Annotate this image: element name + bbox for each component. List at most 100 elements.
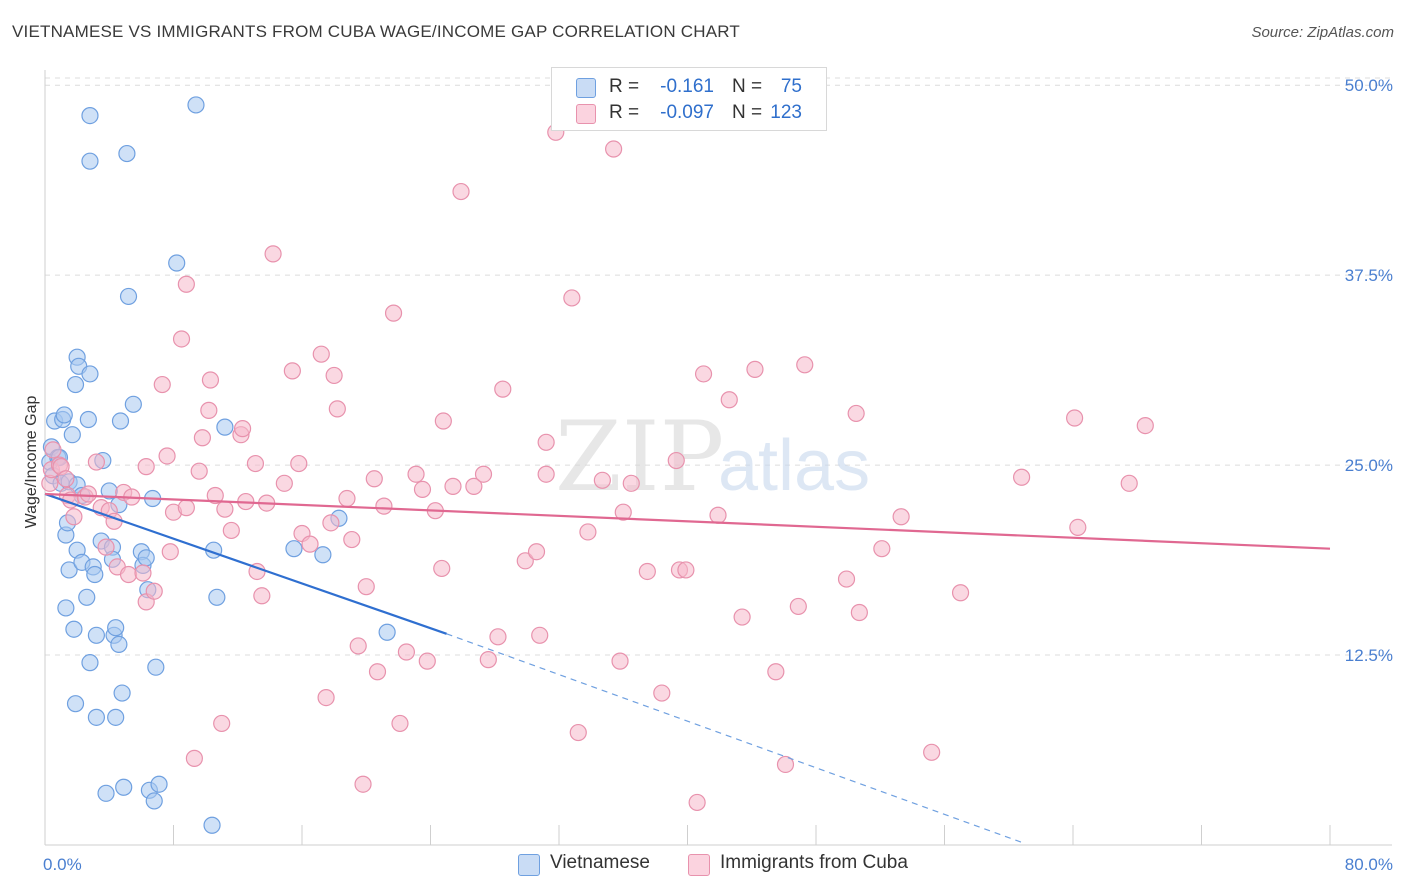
point-cuba	[444, 477, 462, 495]
r-value: -0.097	[660, 102, 714, 123]
point-cuba	[301, 535, 319, 553]
point-cuba	[733, 608, 751, 626]
legend-swatch-vietnamese	[576, 78, 596, 98]
point-cuba	[796, 356, 814, 374]
point-vietnamese	[86, 565, 104, 584]
trend-lines	[44, 492, 1331, 845]
point-cuba	[694, 365, 713, 383]
n-label: N =	[732, 102, 763, 123]
point-vietnamese	[79, 410, 97, 429]
point-cuba	[253, 587, 271, 605]
point-vietnamese	[81, 152, 99, 170]
point-vietnamese	[208, 588, 226, 606]
x-tick-label: 0.0%	[43, 855, 82, 874]
point-vietnamese	[55, 406, 73, 424]
point-cuba	[593, 471, 611, 489]
point-vietnamese	[57, 599, 75, 617]
point-cuba	[923, 743, 941, 761]
point-cuba	[433, 559, 451, 578]
point-cuba	[134, 564, 152, 582]
point-cuba	[44, 441, 62, 459]
y-tick-label: 25.0%	[1345, 456, 1393, 475]
point-cuba	[201, 371, 220, 389]
point-cuba	[1136, 416, 1154, 435]
point-vietnamese	[137, 549, 155, 567]
y-tick-label: 12.5%	[1345, 646, 1393, 665]
point-cuba	[622, 474, 640, 492]
point-cuba	[611, 652, 629, 670]
bottom-swatch-vietnamese	[518, 854, 540, 876]
point-cuba	[65, 508, 83, 526]
point-cuba	[137, 458, 155, 476]
point-vietnamese	[216, 418, 234, 436]
trend-line-vietnamese-extension	[446, 633, 1026, 845]
point-cuba	[847, 404, 865, 423]
point-cuba	[119, 565, 138, 584]
point-cuba	[354, 775, 372, 793]
point-vietnamese	[314, 546, 332, 564]
point-cuba	[407, 465, 425, 483]
point-vietnamese	[111, 412, 130, 430]
point-cuba	[688, 793, 706, 812]
point-cuba	[850, 603, 868, 622]
legend-swatch-cuba	[576, 104, 596, 124]
point-cuba	[216, 500, 234, 518]
point-vietnamese	[66, 375, 85, 394]
r-label: R =	[609, 76, 640, 97]
point-vietnamese	[107, 708, 125, 726]
point-cuba	[465, 477, 483, 495]
gridlines	[45, 77, 1392, 656]
point-vietnamese	[81, 106, 99, 125]
point-cuba	[97, 538, 115, 556]
point-cuba	[397, 643, 416, 661]
point-cuba	[837, 570, 856, 588]
point-cuba	[375, 497, 393, 515]
point-vietnamese	[107, 619, 125, 637]
watermark-zip: ZIP	[555, 401, 724, 513]
point-vietnamese	[113, 684, 131, 702]
point-vietnamese	[378, 623, 396, 641]
point-cuba	[527, 543, 546, 561]
n-label: N =	[732, 76, 763, 97]
point-vietnamese	[203, 816, 221, 834]
point-cuba	[349, 637, 367, 655]
point-vietnamese	[150, 775, 168, 793]
point-cuba	[264, 245, 282, 263]
watermark-atlas: atlas	[718, 426, 870, 506]
y-tick-label: 37.5%	[1345, 266, 1393, 285]
point-vietnamese	[115, 778, 133, 796]
point-cuba	[384, 304, 403, 322]
y-axis-label: Wage/Income Gap	[23, 396, 40, 529]
point-cuba	[328, 400, 346, 418]
point-cuba	[283, 362, 301, 380]
point-cuba	[892, 508, 910, 526]
point-cuba	[158, 447, 176, 465]
trend-line-cuba	[44, 492, 1331, 550]
point-cuba	[322, 514, 340, 532]
point-cuba	[1012, 468, 1031, 486]
point-vietnamese	[81, 365, 99, 383]
point-vietnamese	[187, 96, 205, 114]
point-vietnamese	[168, 254, 186, 272]
point-cuba	[531, 626, 549, 644]
r-label: R =	[609, 102, 640, 123]
source-note: Source: ZipAtlas.com	[1251, 24, 1394, 41]
point-cuba	[233, 420, 252, 438]
point-cuba	[489, 628, 507, 646]
point-cuba	[357, 578, 375, 596]
point-cuba	[767, 663, 785, 681]
point-vietnamese	[81, 654, 99, 672]
point-vietnamese	[119, 287, 138, 306]
point-cuba	[579, 523, 597, 541]
point-cuba	[190, 462, 208, 480]
point-cuba	[1120, 474, 1138, 492]
point-cuba	[213, 714, 231, 733]
n-value: 123	[770, 102, 802, 123]
point-cuba	[79, 485, 97, 503]
point-cuba	[290, 454, 308, 473]
n-value: 75	[780, 76, 802, 97]
point-vietnamese	[65, 620, 83, 638]
point-cuba	[317, 688, 335, 707]
point-cuba	[246, 454, 265, 473]
